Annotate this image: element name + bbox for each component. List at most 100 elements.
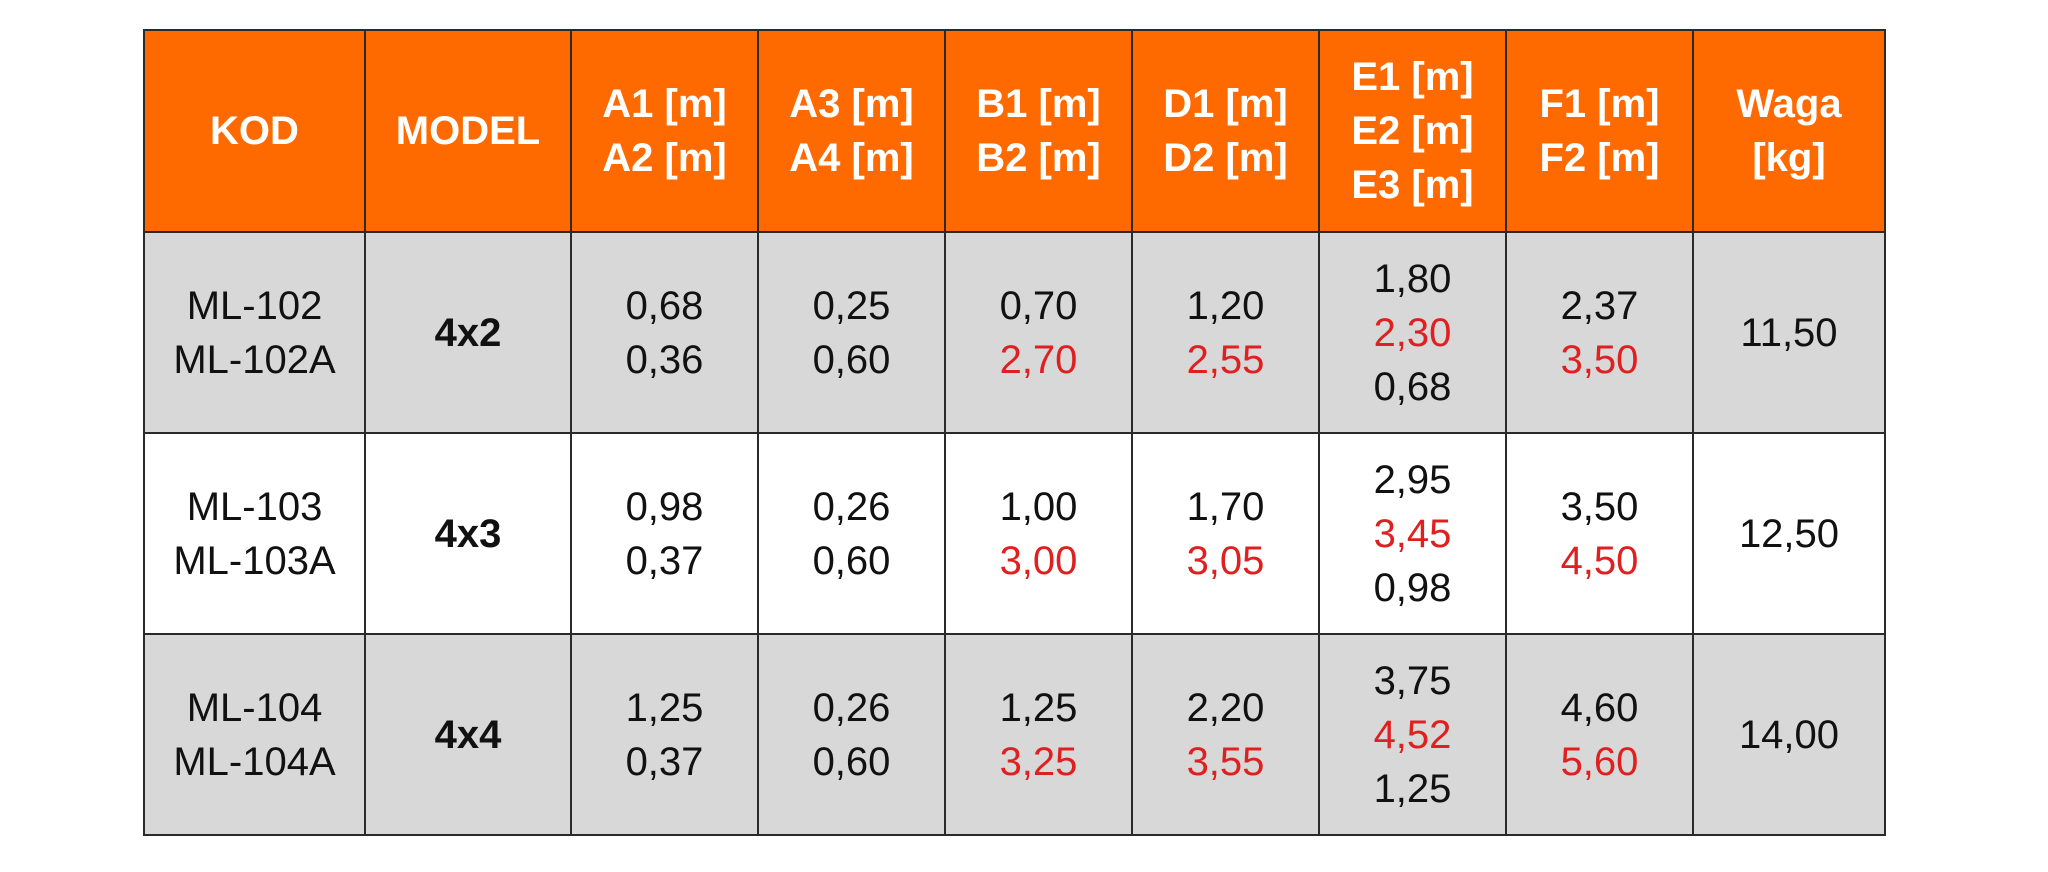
b2-value: 2,70 [999,337,1078,382]
kod-value: ML-102 [186,283,323,328]
waga-cell: 11,50 [1692,231,1886,434]
e1-value: 3,75 [1373,658,1452,703]
table-row: ML-102 ML-102A 4x2 0,68 0,36 0,25 0,60 0… [143,231,1886,434]
e2-value: 2,30 [1373,310,1452,355]
d2-value: 3,55 [1186,739,1265,784]
d1-d2-cell: 1,70 3,05 [1131,432,1320,635]
e1-e3-cell: 1,80 2,30 0,68 [1318,231,1507,434]
model-value: 4x4 [434,712,502,757]
header-row: KOD MODEL A1 [m] A2 [m] A3 [m] A4 [m] B1… [143,29,1886,233]
d2-value: 3,05 [1186,538,1265,583]
waga-value: 11,50 [1740,310,1838,355]
a3-a4-cell: 0,26 0,60 [757,432,946,635]
f1-f2-cell: 4,60 5,60 [1505,633,1694,836]
kod-cell: ML-104 ML-104A [143,633,366,836]
a4-value: 0,60 [812,538,891,583]
header-label: E2 [m] [1351,109,1474,153]
d1-value: 2,20 [1186,685,1265,730]
b1-b2-cell: 1,25 3,25 [944,633,1133,836]
header-label: A4 [m] [789,136,914,180]
e3-value: 0,98 [1373,565,1452,610]
f1-f2-cell: 2,37 3,50 [1505,231,1694,434]
header-label: E3 [m] [1351,163,1474,207]
f1-f2-cell: 3,50 4,50 [1505,432,1694,635]
f2-value: 4,50 [1560,538,1639,583]
kod-value: ML-103A [173,538,336,583]
a2-value: 0,37 [625,538,704,583]
b1-value: 0,70 [999,283,1078,328]
kod-value: ML-104A [173,739,336,784]
b1-value: 1,25 [999,685,1078,730]
d1-d2-cell: 1,20 2,55 [1131,231,1320,434]
header-f1-f2: F1 [m] F2 [m] [1505,29,1694,233]
b2-value: 3,25 [999,739,1078,784]
e3-value: 1,25 [1373,766,1452,811]
a1-value: 0,98 [625,484,704,529]
f2-value: 3,50 [1560,337,1639,382]
d2-value: 2,55 [1186,337,1265,382]
kod-value: ML-102A [173,337,336,382]
header-label: [kg] [1752,136,1826,180]
header-label: F2 [m] [1539,136,1660,180]
a4-value: 0,60 [812,337,891,382]
header-label: A2 [m] [602,136,727,180]
e3-value: 0,68 [1373,364,1452,409]
a3-value: 0,25 [812,283,891,328]
header-label: MODEL [395,109,541,153]
header-a3-a4: A3 [m] A4 [m] [757,29,946,233]
a1-a2-cell: 0,98 0,37 [570,432,759,635]
header-label: E1 [m] [1351,55,1474,99]
a2-value: 0,37 [625,739,704,784]
d1-value: 1,20 [1186,283,1265,328]
f1-value: 2,37 [1560,283,1639,328]
a3-a4-cell: 0,25 0,60 [757,231,946,434]
a3-a4-cell: 0,26 0,60 [757,633,946,836]
a2-value: 0,36 [625,337,704,382]
table-row: ML-103 ML-103A 4x3 0,98 0,37 0,26 0,60 1… [143,432,1886,635]
header-d1-d2: D1 [m] D2 [m] [1131,29,1320,233]
e1-e3-cell: 2,95 3,45 0,98 [1318,432,1507,635]
a1-value: 0,68 [625,283,704,328]
kod-cell: ML-103 ML-103A [143,432,366,635]
model-value: 4x2 [434,310,502,355]
waga-value: 12,50 [1738,511,1840,556]
b1-b2-cell: 1,00 3,00 [944,432,1133,635]
a1-a2-cell: 1,25 0,37 [570,633,759,836]
a4-value: 0,60 [812,739,891,784]
e1-value: 1,80 [1373,256,1452,301]
kod-value: ML-103 [186,484,323,529]
b2-value: 3,00 [999,538,1078,583]
kod-value: ML-104 [186,685,323,730]
model-cell: 4x2 [364,231,572,434]
header-label: KOD [210,109,299,153]
kod-cell: ML-102 ML-102A [143,231,366,434]
header-label: A1 [m] [602,82,727,126]
model-cell: 4x3 [364,432,572,635]
e2-value: 4,52 [1373,712,1452,757]
model-cell: 4x4 [364,633,572,836]
header-label: F1 [m] [1539,82,1660,126]
waga-value: 14,00 [1738,712,1840,757]
table-row: ML-104 ML-104A 4x4 1,25 0,37 0,26 0,60 1… [143,633,1886,836]
f1-value: 4,60 [1560,685,1639,730]
b1-value: 1,00 [999,484,1078,529]
header-e1-e3: E1 [m] E2 [m] E3 [m] [1318,29,1507,233]
f2-value: 5,60 [1560,739,1639,784]
a1-a2-cell: 0,68 0,36 [570,231,759,434]
d1-value: 1,70 [1186,484,1265,529]
a3-value: 0,26 [812,685,891,730]
model-value: 4x3 [434,511,502,556]
waga-cell: 14,00 [1692,633,1886,836]
waga-cell: 12,50 [1692,432,1886,635]
header-label: D1 [m] [1163,82,1288,126]
header-model: MODEL [364,29,572,233]
a1-value: 1,25 [625,685,704,730]
header-label: B2 [m] [976,136,1101,180]
b1-b2-cell: 0,70 2,70 [944,231,1133,434]
header-b1-b2: B1 [m] B2 [m] [944,29,1133,233]
header-label: A3 [m] [789,82,914,126]
e1-value: 2,95 [1373,457,1452,502]
f1-value: 3,50 [1560,484,1639,529]
d1-d2-cell: 2,20 3,55 [1131,633,1320,836]
header-waga: Waga [kg] [1692,29,1886,233]
